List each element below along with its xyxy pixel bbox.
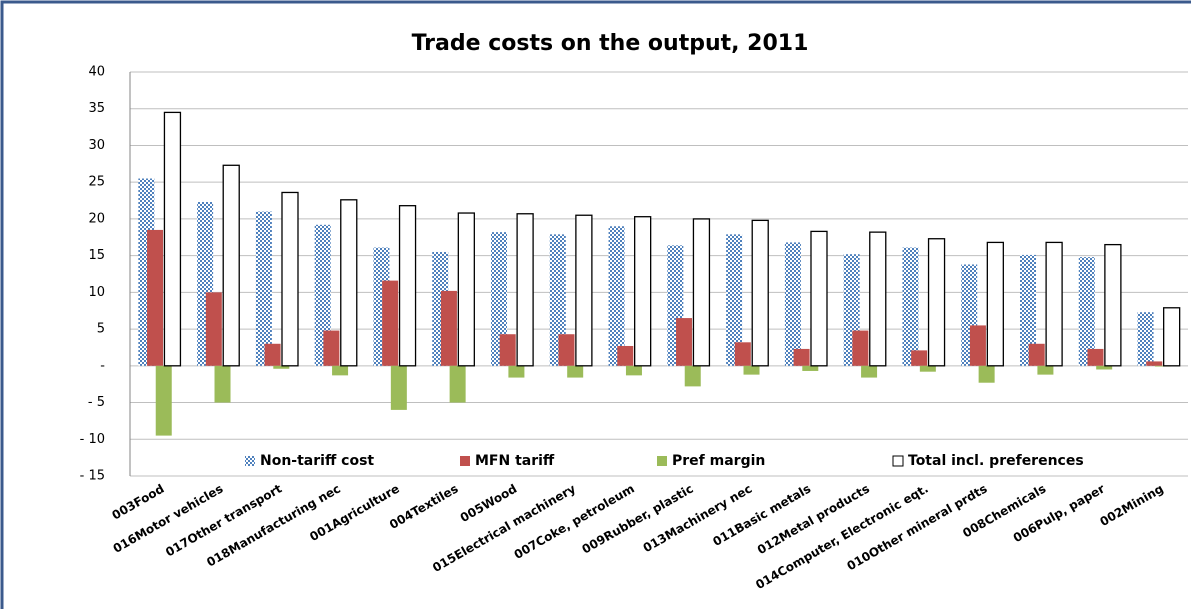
legend-label: Total incl. preferences <box>908 453 1084 469</box>
bar <box>281 191 299 367</box>
bar <box>163 111 182 367</box>
bar <box>692 218 711 367</box>
y-tick-label: - 5 <box>88 395 105 410</box>
bar <box>1020 254 1037 366</box>
bar <box>726 234 743 366</box>
bar <box>1028 343 1045 366</box>
y-tick-label: - <box>100 358 105 373</box>
bar <box>919 365 936 372</box>
bar <box>902 247 919 366</box>
bar <box>1078 257 1095 366</box>
y-tick-label: 40 <box>88 65 105 80</box>
bar <box>398 205 417 367</box>
chart-title: Trade costs on the output, 2011 <box>412 31 809 56</box>
y-tick-label: 35 <box>88 101 105 116</box>
bar <box>567 365 584 378</box>
bar <box>978 365 995 383</box>
bar <box>911 350 928 366</box>
bar <box>802 365 819 371</box>
bar <box>784 242 801 366</box>
legend-swatch <box>657 456 667 466</box>
bar <box>1146 361 1163 366</box>
bar <box>617 345 634 366</box>
bar <box>214 365 231 403</box>
bar <box>810 230 828 367</box>
bar <box>1163 307 1181 367</box>
bar <box>1104 243 1122 367</box>
bar <box>676 318 693 366</box>
bar <box>1045 241 1063 367</box>
bar <box>382 280 399 366</box>
bar <box>1154 365 1171 367</box>
bar <box>608 226 625 366</box>
bar <box>440 290 457 366</box>
bar <box>264 343 281 366</box>
legend-label: Pref margin <box>672 453 765 469</box>
bar <box>332 365 349 376</box>
bar <box>491 232 508 366</box>
legend-swatch <box>892 455 904 467</box>
bar <box>927 238 946 367</box>
bar <box>340 199 358 367</box>
bar <box>155 365 172 436</box>
bar <box>684 365 701 387</box>
y-tick-label: 20 <box>88 211 105 226</box>
bar <box>743 365 760 375</box>
bar <box>457 212 475 367</box>
bar <box>793 348 810 366</box>
bar <box>734 342 751 366</box>
bar <box>558 334 575 366</box>
bar <box>222 164 240 367</box>
y-tick-label: 10 <box>88 285 105 300</box>
bar <box>575 214 593 367</box>
bar <box>508 365 525 378</box>
y-tick-label: 25 <box>88 175 105 190</box>
y-tick-label: 15 <box>88 248 105 263</box>
bar <box>861 365 878 378</box>
legend-label: Non-tariff cost <box>260 453 374 469</box>
bar <box>147 229 164 366</box>
bar <box>1037 365 1054 375</box>
bar <box>625 365 642 376</box>
bar <box>273 365 290 369</box>
y-tick-label: 5 <box>97 322 105 337</box>
bar <box>449 365 466 403</box>
bar <box>499 334 516 366</box>
bar <box>516 213 534 367</box>
bar <box>255 211 272 366</box>
bar <box>969 325 986 366</box>
bar <box>869 231 887 367</box>
legend-label: MFN tariff <box>475 453 555 469</box>
bar <box>634 216 652 367</box>
y-tick-label: - 15 <box>80 469 105 484</box>
bar <box>751 219 769 367</box>
bar <box>1137 312 1154 366</box>
y-tick-label: - 10 <box>80 432 105 447</box>
bar <box>986 241 1004 367</box>
bar <box>1096 365 1113 370</box>
bar <box>390 365 407 410</box>
bar <box>549 234 566 366</box>
legend-swatch <box>245 456 255 466</box>
bar <box>205 292 222 366</box>
bar <box>852 330 869 366</box>
y-tick-label: 30 <box>88 138 105 153</box>
bar <box>1087 348 1104 366</box>
bar <box>323 330 340 366</box>
legend-swatch <box>460 456 470 466</box>
